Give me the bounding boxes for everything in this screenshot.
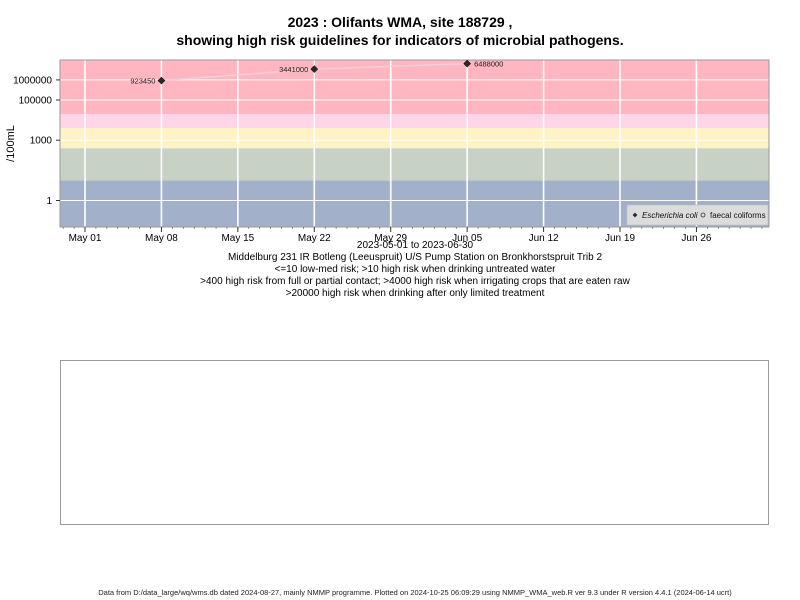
caption-site: Middelburg 231 IR Botleng (Leeuspruit) U… [227, 252, 603, 263]
chart-title-line1: 2023 : Olifants WMA, site 188729 , [287, 14, 513, 30]
chart-title-line2: showing high risk guidelines for indicat… [176, 32, 624, 48]
data-label: 6488000 [474, 59, 503, 68]
risk-band [60, 148, 769, 181]
caption-guideline-3: >20000 high risk when drinking after onl… [285, 288, 545, 299]
x-tick-label: May 22 [298, 233, 331, 244]
y-tick-label: 1000000 [13, 75, 52, 86]
legend-marker-diamond [632, 212, 638, 218]
legend-marker-circle [700, 212, 706, 218]
caption-guideline-1: <=10 low-med risk; >10 high risk when dr… [274, 264, 556, 275]
x-tick-label: May 29 [374, 233, 407, 244]
data-label: 923450 [130, 76, 155, 85]
data-point [463, 59, 471, 68]
microbial-chart: 1 1000 100000 1000000 May 01 May 08 May 15 May … [5, 59, 770, 244]
data-point [310, 65, 319, 73]
data-point [157, 76, 166, 85]
footer-note: Data from D:/data_large/wq/wms.db dated … [98, 588, 732, 597]
legend-label: Escherichia coli [642, 211, 698, 220]
y-tick-label: 100000 [19, 96, 53, 107]
y-tick-label: 1 [46, 196, 52, 207]
legend-box [626, 204, 769, 226]
x-tick-label: May 15 [221, 233, 254, 244]
y-axis-label: /100mL [5, 125, 17, 162]
data-label: 3441000 [279, 65, 308, 74]
legend-label: faecal coliforms [710, 211, 766, 220]
x-tick-label: Jun 19 [605, 233, 635, 244]
x-tick-label: May 01 [69, 233, 102, 244]
risk-band [60, 60, 769, 115]
x-tick-label: Jun 05 [452, 233, 482, 244]
x-tick-label: May 08 [145, 233, 178, 244]
risk-band [60, 128, 769, 149]
x-tick-label: Jun 12 [529, 233, 559, 244]
y-tick-label: 1000 [30, 136, 53, 147]
caption-guideline-2: >400 high risk from full or partial cont… [200, 276, 630, 287]
x-tick-label: Jun 26 [681, 233, 711, 244]
empty-plot-panel [60, 360, 769, 525]
risk-band [60, 114, 769, 129]
plot-frame [59, 59, 770, 228]
caption-date-range: 2023-05-01 to 2023-06-30 [356, 240, 474, 251]
